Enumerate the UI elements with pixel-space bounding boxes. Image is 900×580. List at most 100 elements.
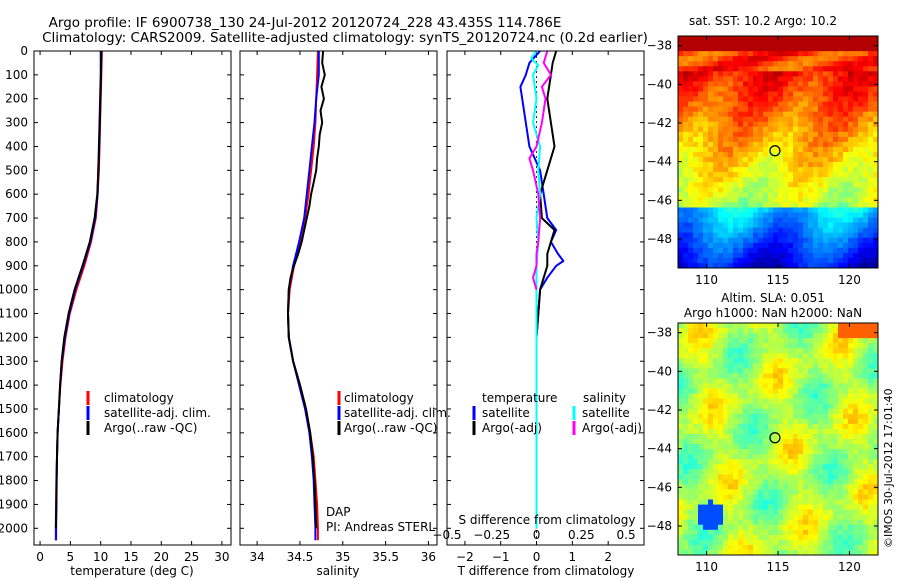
map-cell: [818, 71, 824, 77]
map-cell: [783, 141, 789, 148]
map-cell: [833, 121, 839, 128]
map-cell: [728, 514, 734, 521]
map-cell: [688, 177, 694, 183]
map-cell: [738, 408, 744, 415]
map-cell: [868, 539, 874, 546]
map-cell: [698, 449, 704, 455]
map-cell: [698, 96, 704, 102]
map-cell: [818, 247, 824, 254]
map-cell: [718, 232, 724, 239]
map-cell: [793, 524, 799, 531]
map-cell: [793, 66, 799, 72]
map-cell: [698, 101, 704, 108]
map-cell: [743, 71, 749, 77]
map-cell: [778, 217, 784, 224]
map-cell: [868, 197, 874, 203]
map-cell: [853, 464, 859, 470]
map-cell: [763, 262, 769, 269]
map-cell: [733, 418, 739, 425]
map-cell: [823, 187, 829, 193]
map-cell: [688, 358, 694, 364]
map-cell: [693, 242, 699, 249]
map-cell: [823, 413, 829, 420]
map-cell: [693, 182, 699, 188]
map-cell: [748, 348, 754, 354]
map-cell: [713, 494, 719, 500]
map-cell: [758, 383, 764, 389]
map-cell: [858, 474, 864, 480]
map-cell: [718, 197, 724, 203]
map-cell: [738, 383, 744, 389]
map-cell: [728, 338, 734, 344]
map-x-tick-label: 115: [767, 273, 790, 287]
map-cell: [868, 172, 874, 178]
map-cell: [743, 162, 749, 168]
map-cell: [818, 56, 824, 62]
map-cell: [768, 479, 774, 485]
map-cell: [698, 444, 704, 450]
map-cell: [733, 111, 739, 118]
map-cell: [778, 343, 784, 349]
map-cell: [753, 227, 759, 234]
map-cell: [758, 101, 764, 108]
map-cell: [688, 252, 694, 259]
map-cell: [678, 146, 684, 153]
map-cell: [768, 464, 774, 470]
map-cell: [773, 56, 779, 62]
map-cell: [788, 529, 794, 536]
map-cell: [803, 167, 809, 173]
map-cell: [708, 237, 714, 244]
map-cell: [763, 146, 769, 153]
map-cell: [748, 534, 754, 541]
map-cell: [843, 358, 849, 364]
map-cell: [728, 232, 734, 239]
series-line-argo-raw-qc-: [287, 50, 326, 529]
map-cell: [863, 469, 869, 475]
map-cell: [808, 46, 814, 52]
map-cell: [783, 348, 789, 354]
map-cell: [743, 247, 749, 254]
map-cell: [793, 338, 799, 344]
map-cell: [693, 116, 699, 123]
map-cell: [793, 539, 799, 546]
map-cell: [693, 343, 699, 349]
map-cell: [758, 136, 764, 143]
map-cell: [868, 252, 874, 259]
map-cell: [723, 444, 729, 450]
map-cell: [738, 393, 744, 400]
map-cell: [698, 343, 704, 349]
map-cell: [773, 418, 779, 425]
map-cell: [723, 182, 729, 188]
map-cell: [738, 504, 744, 511]
map-cell: [828, 182, 834, 188]
map-cell: [738, 197, 744, 203]
map-cell: [728, 504, 734, 511]
map-cell: [848, 474, 854, 480]
map-cell: [683, 343, 689, 349]
map-cell: [838, 449, 844, 455]
map-cell: [823, 36, 829, 42]
map-cell: [868, 519, 874, 526]
map-cell: [773, 106, 779, 113]
map-cell: [833, 252, 839, 259]
map-cell: [818, 413, 824, 420]
map-cell: [703, 162, 709, 168]
map-cell: [748, 449, 754, 455]
map-cell: [828, 338, 834, 344]
map-cell: [738, 136, 744, 143]
map-cell: [723, 202, 729, 208]
map-cell: [773, 469, 779, 475]
map-cell: [873, 494, 879, 500]
map-cell: [853, 428, 859, 435]
map-cell: [738, 418, 744, 425]
depth-tick-label: 200: [5, 92, 28, 106]
map-cell: [793, 101, 799, 108]
map-cell: [683, 152, 689, 158]
map-cell: [723, 76, 729, 82]
map-cell: [703, 363, 709, 369]
map-cell: [718, 86, 724, 92]
map-cell: [683, 56, 689, 62]
map-cell: [743, 167, 749, 173]
map-cell: [858, 423, 864, 430]
map-cell: [863, 141, 869, 148]
